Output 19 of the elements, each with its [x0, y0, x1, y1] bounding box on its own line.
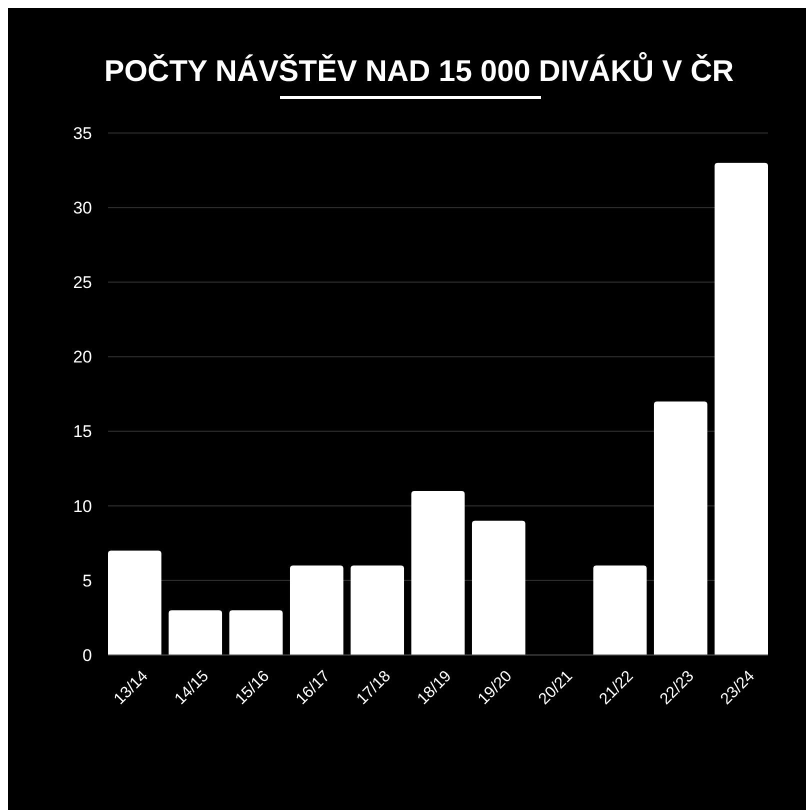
- y-tick-label: 0: [82, 646, 92, 665]
- bar: [168, 610, 222, 655]
- bar: [472, 520, 526, 655]
- y-tick-label: 35: [73, 124, 92, 143]
- bar: [350, 566, 404, 655]
- bar: [411, 490, 465, 655]
- y-tick-label: 15: [73, 422, 92, 442]
- bar: [229, 610, 283, 655]
- y-tick-label: 25: [73, 273, 92, 292]
- bar: [714, 162, 768, 655]
- bar: [593, 566, 647, 655]
- bar: [654, 401, 708, 655]
- y-tick-label: 5: [82, 571, 92, 590]
- y-tick-label: 10: [73, 496, 92, 516]
- chart-title: POČTY NÁVŠTĚV NAD 15 000 DIVÁKŮ V ČR: [104, 52, 734, 88]
- bar: [290, 566, 344, 655]
- y-tick-label: 30: [73, 198, 92, 218]
- bar: [108, 550, 162, 655]
- y-tick-label: 20: [73, 348, 92, 367]
